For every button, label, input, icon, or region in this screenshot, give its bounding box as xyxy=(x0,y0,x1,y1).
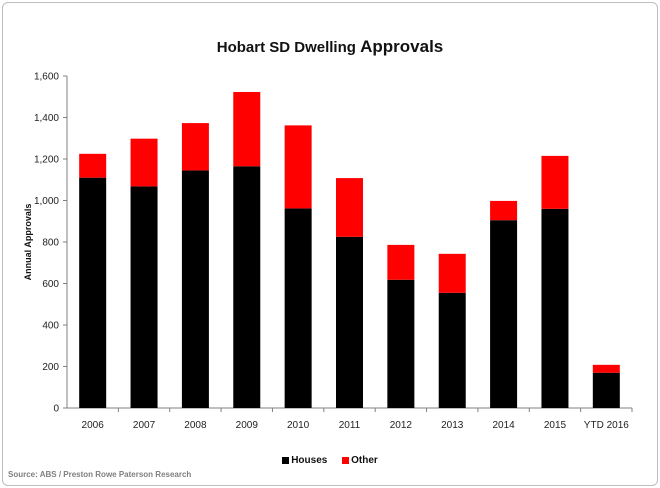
bar-other-ytd-2016 xyxy=(592,364,620,373)
y-tick-label: 1,600 xyxy=(34,72,59,83)
bar-houses-2006 xyxy=(79,177,107,408)
y-tick-label: 200 xyxy=(42,362,59,373)
x-tick-label: 2009 xyxy=(236,420,259,431)
bar-houses-2007 xyxy=(130,186,158,408)
bar-houses-2014 xyxy=(490,220,518,408)
legend-swatch-houses xyxy=(282,457,290,464)
source-note: Source: ABS / Preston Rowe Paterson Rese… xyxy=(8,470,192,479)
x-tick-label: 2014 xyxy=(492,420,515,431)
y-tick-label: 400 xyxy=(42,321,59,332)
bar-other-2012 xyxy=(387,244,415,280)
chart-title-suffix: Approvals xyxy=(360,37,444,56)
y-tick-label: 0 xyxy=(53,404,59,415)
bar-other-2008 xyxy=(181,123,209,171)
x-tick-label: 2012 xyxy=(390,420,413,431)
bar-other-2010 xyxy=(284,125,312,209)
y-axis-title: Annual Approvals xyxy=(23,204,33,281)
bar-other-2006 xyxy=(79,153,107,178)
bar-other-2009 xyxy=(233,91,261,167)
bar-houses-ytd-2016 xyxy=(592,372,620,408)
legend-swatch-other xyxy=(342,457,350,464)
legend-item-other: Other xyxy=(342,455,378,466)
legend-item-houses: Houses xyxy=(282,455,327,466)
bar-houses-2011 xyxy=(336,236,363,408)
y-tick-label: 1,400 xyxy=(34,113,59,124)
x-tick-label: 2008 xyxy=(184,420,207,431)
legend-label-houses: Houses xyxy=(291,455,328,466)
bar-other-2007 xyxy=(130,138,158,187)
x-tick-label: 2007 xyxy=(133,420,156,431)
bar-houses-2015 xyxy=(541,208,569,408)
y-tick-label: 600 xyxy=(42,279,59,290)
bar-other-2015 xyxy=(541,155,569,209)
bar-other-2014 xyxy=(490,200,518,221)
chart-title-prefix: Hobart SD Dwelling xyxy=(216,39,356,56)
y-tick-label: 1,200 xyxy=(34,155,59,166)
bar-houses-2010 xyxy=(284,208,312,408)
bar-houses-2008 xyxy=(181,170,209,408)
x-tick-label: 2010 xyxy=(287,420,310,431)
x-tick-label: 2015 xyxy=(544,420,567,431)
chart-title: Hobart SD Dwelling Approvals xyxy=(0,37,660,57)
bar-houses-2012 xyxy=(387,279,415,408)
bar-other-2011 xyxy=(336,178,363,237)
legend-label-other: Other xyxy=(351,455,378,466)
chart-legend: Houses Other xyxy=(0,455,660,467)
x-tick-label: YTD 2016 xyxy=(584,420,629,431)
x-tick-label: 2006 xyxy=(82,420,105,431)
bar-other-2013 xyxy=(438,253,466,293)
x-tick-label: 2013 xyxy=(441,420,464,431)
bar-houses-2013 xyxy=(438,292,466,408)
bar-houses-2009 xyxy=(233,166,261,408)
x-tick-label: 2011 xyxy=(339,420,361,431)
y-tick-label: 1,000 xyxy=(34,196,59,207)
y-tick-label: 800 xyxy=(42,238,59,249)
